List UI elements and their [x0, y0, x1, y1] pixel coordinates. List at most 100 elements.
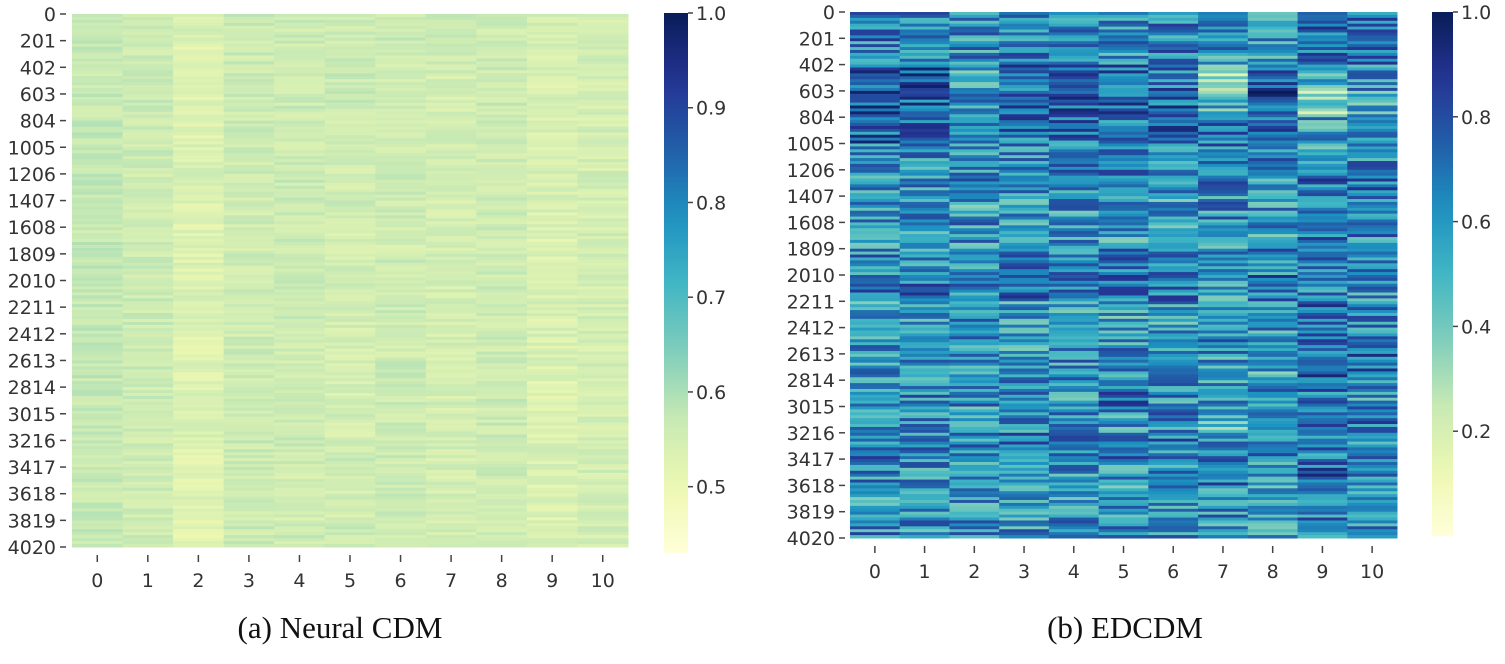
heatmap-cell — [324, 449, 376, 453]
heatmap-cell — [122, 191, 174, 196]
heatmap-cell — [1198, 108, 1249, 112]
heatmap-cell — [1148, 254, 1199, 258]
heatmap-cell — [999, 14, 1050, 19]
heatmap-cell — [1198, 199, 1249, 203]
heatmap-cell — [1198, 114, 1249, 118]
heatmap-cell — [375, 470, 427, 474]
heatmap-cell — [526, 185, 578, 190]
heatmap-cell — [274, 496, 326, 501]
heatmap-cell — [274, 449, 326, 453]
heatmap-cell — [1198, 348, 1249, 352]
heatmap-cell — [1198, 193, 1249, 197]
heatmap-cell — [1347, 146, 1398, 150]
heatmap-cell — [1347, 470, 1398, 475]
heatmap-cell — [1098, 260, 1149, 264]
heatmap-cell — [173, 227, 225, 231]
heatmap-cell — [223, 330, 275, 335]
heatmap-cell — [1098, 359, 1149, 364]
heatmap-cell — [1048, 125, 1100, 130]
heatmap-cell — [1297, 517, 1348, 521]
heatmap-cell — [1048, 131, 1100, 136]
heatmap-cell — [223, 401, 275, 406]
x-tick-label: 0 — [91, 570, 103, 592]
heatmap-cell — [1347, 508, 1398, 513]
heatmap-cell — [274, 132, 326, 136]
heatmap-cell — [122, 99, 174, 104]
heatmap-cell — [173, 404, 225, 409]
heatmap-cell — [476, 209, 528, 213]
heatmap-cell — [526, 132, 578, 136]
heatmap-cell — [173, 511, 225, 515]
heatmap-cell — [1198, 61, 1249, 66]
heatmap-cell — [1297, 310, 1348, 314]
heatmap-cell — [1048, 228, 1100, 232]
heatmap-cell — [72, 280, 124, 284]
heatmap-cell — [375, 532, 427, 536]
heatmap-cell — [1297, 29, 1348, 33]
heatmap-cell — [949, 41, 1000, 45]
heatmap-cell — [1148, 286, 1199, 291]
heatmap-cell — [1297, 467, 1348, 472]
heatmap-cell — [1098, 315, 1149, 320]
heatmap-cell — [1247, 20, 1299, 25]
heatmap-cell — [1148, 456, 1199, 460]
heatmap-cell — [1347, 374, 1398, 378]
heatmap-cell — [1048, 485, 1100, 489]
heatmap-cell — [999, 409, 1050, 413]
heatmap-cell — [999, 380, 1050, 384]
heatmap-cell — [72, 321, 124, 326]
heatmap-cell — [425, 179, 477, 184]
heatmap-cell — [577, 398, 629, 403]
heatmap-cell — [173, 381, 225, 385]
heatmap-cell — [173, 259, 225, 264]
heatmap-cell — [122, 487, 174, 492]
heatmap-cell — [324, 505, 376, 509]
heatmap-cell — [476, 324, 528, 329]
heatmap-cell — [375, 321, 427, 326]
colorbar-tick-label: 1.0 — [1461, 2, 1491, 24]
heatmap-cell — [425, 384, 477, 388]
heatmap-cell — [577, 499, 629, 504]
heatmap-cell — [1347, 497, 1398, 501]
heatmap-cell — [324, 218, 376, 222]
heatmap-cell — [999, 289, 1050, 294]
heatmap-cell — [949, 269, 1000, 273]
heatmap-cell — [1048, 447, 1100, 451]
heatmap-cell — [223, 357, 275, 361]
heatmap-cell — [1198, 400, 1249, 405]
heatmap-cell — [72, 165, 124, 169]
heatmap-cell — [223, 310, 275, 314]
heatmap-cell — [899, 330, 950, 334]
heatmap-cell — [476, 52, 528, 56]
heatmap-cell — [476, 410, 528, 415]
heatmap-cell — [1247, 196, 1299, 200]
heatmap-cell — [476, 123, 528, 128]
heatmap-cell — [999, 295, 1050, 299]
heatmap-cell — [1297, 429, 1348, 434]
heatmap-cell — [1148, 196, 1199, 200]
heatmap-cell — [949, 111, 1000, 115]
heatmap-cell — [526, 135, 578, 139]
heatmap-cell — [223, 366, 275, 370]
heatmap-cell — [122, 233, 174, 237]
heatmap-cell — [274, 472, 326, 477]
heatmap-cell — [1198, 286, 1249, 291]
heatmap-cell — [324, 345, 376, 350]
heatmap-cell — [324, 40, 376, 45]
heatmap-cell — [324, 470, 376, 474]
y-tick-label: 3015 — [8, 404, 56, 426]
heatmap-cell — [476, 49, 528, 53]
heatmap-cell — [122, 132, 174, 136]
heatmap-cell — [223, 215, 275, 219]
heatmap-cell — [1048, 196, 1100, 200]
heatmap-cell — [526, 206, 578, 210]
heatmap-cell — [949, 114, 1000, 118]
heatmap-cell — [577, 49, 629, 53]
heatmap-cell — [375, 375, 427, 379]
heatmap-cell — [324, 150, 376, 154]
heatmap-cell — [999, 225, 1050, 229]
heatmap-cell — [425, 313, 477, 317]
heatmap-cell — [1148, 476, 1199, 481]
heatmap-cell — [1098, 158, 1149, 162]
heatmap-cell — [999, 497, 1050, 501]
